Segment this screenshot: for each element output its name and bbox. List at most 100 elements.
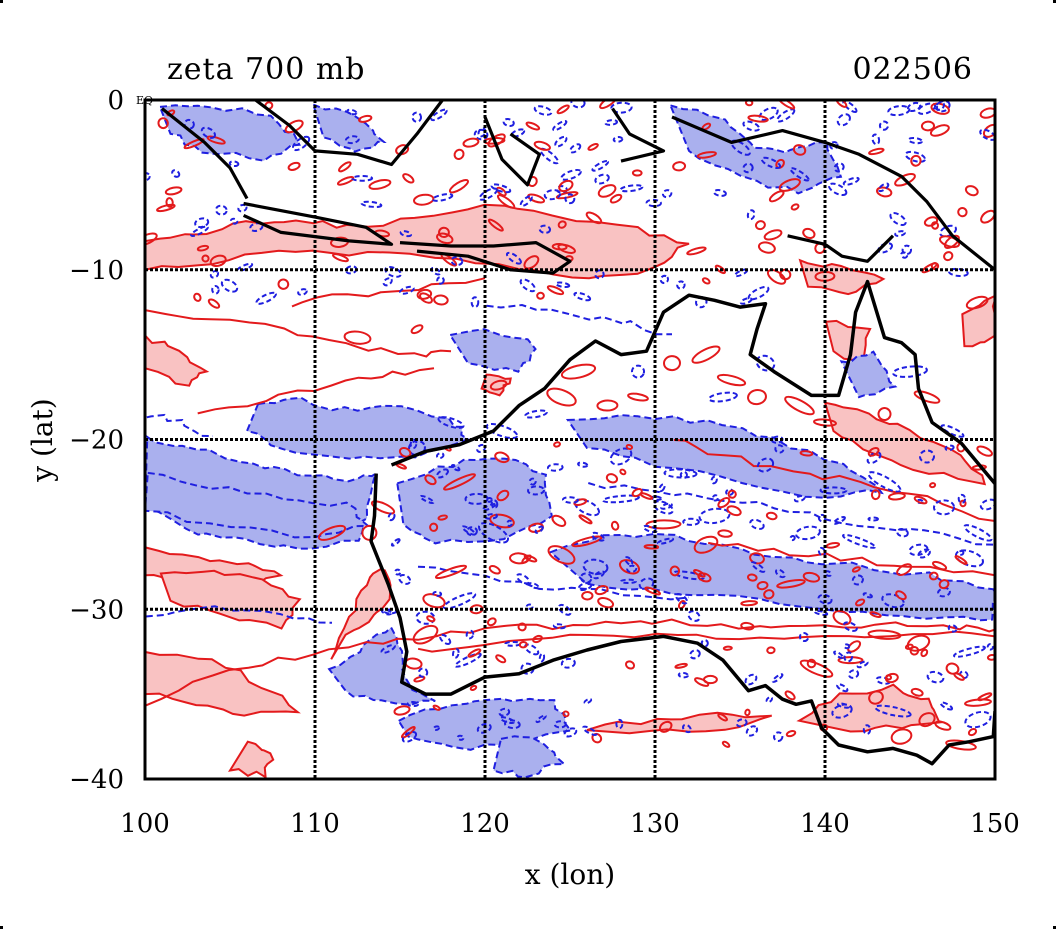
negative-contour-loop (758, 106, 779, 122)
positive-contour-loop (694, 677, 710, 687)
positive-contour-loop (934, 720, 952, 731)
positive-contour-loop (967, 728, 978, 737)
negative-contour-line (146, 413, 214, 438)
positive-contour-loop (619, 468, 627, 476)
positive-contour-loop (393, 705, 411, 716)
map-layers (145, 100, 995, 779)
positive-contour-loop (740, 600, 758, 607)
negative-contour-loop (919, 449, 935, 464)
negative-vorticity-region (396, 457, 553, 545)
positive-contour-loop (957, 206, 968, 218)
negative-contour-loop (877, 182, 890, 193)
negative-contour-loop (291, 135, 311, 152)
positive-contour-loop (517, 622, 527, 632)
negative-vorticity-region (548, 532, 995, 622)
positive-contour-loop (437, 514, 448, 521)
negative-contour-loop (524, 643, 540, 656)
coastline-south (369, 473, 995, 766)
negative-contour-loop (986, 643, 994, 651)
negative-contour-loop (478, 187, 498, 201)
negative-contour-loop (564, 193, 576, 205)
negative-contour-loop (553, 720, 567, 729)
negative-vorticity-region (448, 328, 537, 373)
negative-contour-loop (947, 624, 958, 633)
y-tick-label: −10 (69, 256, 124, 286)
negative-contour-loop (765, 696, 774, 704)
negative-contour-loop (594, 173, 610, 185)
negative-contour-loop (527, 485, 545, 496)
negative-contour-loop (661, 189, 673, 199)
negative-contour-loop (933, 499, 955, 516)
negative-contour-loop (793, 494, 806, 503)
negative-contour-loop (237, 203, 248, 213)
negative-contour-loop (871, 133, 881, 146)
positive-contour-loop (832, 610, 852, 626)
positive-contour-loop (573, 498, 588, 506)
positive-contour-loop (726, 505, 742, 517)
positive-contour-loop (876, 186, 893, 198)
positive-contour-loop (929, 482, 937, 489)
negative-contour-loop (528, 477, 537, 486)
y-tick-label: −30 (69, 595, 124, 625)
positive-contour-loop (932, 560, 948, 571)
negative-contour-loop (577, 461, 589, 468)
negative-contour-loop (183, 118, 195, 130)
negative-contour-loop (675, 592, 689, 605)
negative-contour-loop (498, 707, 511, 717)
corner-mark (0, 0, 3, 3)
x-tick-label: 100 (120, 809, 170, 839)
negative-contour-loop (249, 222, 264, 232)
positive-contour-loop (496, 194, 516, 209)
negative-contour-loop (901, 244, 913, 255)
positive-contour-loop (277, 278, 290, 290)
negative-contour-loop (560, 168, 582, 181)
positive-contour-loop (494, 451, 510, 464)
negative-contour-loop (619, 184, 644, 193)
positive-contour-loop (207, 298, 221, 309)
negative-contour-loop (904, 150, 927, 163)
positive-contour-loop (929, 124, 950, 137)
positive-contour-loop (954, 555, 968, 565)
negative-contour-loop (417, 667, 429, 678)
positive-contour-loop (358, 114, 373, 123)
positive-contour-loop (785, 730, 797, 738)
positive-contour-loop (930, 102, 950, 115)
negative-contour-loop (934, 101, 946, 111)
negative-contour-loop (477, 522, 510, 544)
negative-contour-loop (710, 475, 718, 485)
negative-contour-loop (563, 727, 578, 738)
negative-contour-loop (896, 528, 909, 538)
positive-contour-loop (639, 492, 654, 500)
negative-contour-loop (560, 657, 576, 669)
positive-contour-loop (943, 234, 960, 249)
negative-contour-loop (450, 464, 461, 472)
negative-contour-loop (409, 438, 418, 450)
negative-contour-loop (827, 182, 848, 197)
negative-contour-loop (819, 486, 848, 495)
positive-contour-loop (605, 473, 619, 484)
negative-contour-loop (519, 195, 533, 207)
positive-contour-loop (674, 662, 688, 669)
positive-contour-loop (765, 511, 778, 521)
negative-contour-loop (573, 291, 592, 302)
positive-contour-loop (716, 373, 747, 387)
negative-vorticity-region (158, 104, 301, 162)
negative-contour-loop (836, 702, 850, 709)
positive-contour-loop (693, 568, 706, 578)
negative-contour-loop (398, 574, 412, 585)
negative-contour-loop (431, 193, 454, 202)
negative-contour-loop (194, 217, 210, 229)
negative-contour-loop (583, 697, 593, 705)
negative-contour-loop (351, 175, 374, 182)
positive-contour-loop (555, 191, 579, 200)
positive-contour-loop (343, 330, 372, 345)
negative-contour-loop (436, 468, 449, 479)
positive-contour-loop (938, 579, 950, 590)
negative-contour-loop (653, 500, 674, 515)
positive-contour-loop (890, 728, 913, 745)
negative-contour-loop (546, 463, 564, 472)
negative-contour-loop (525, 603, 534, 610)
negative-contour-loop (538, 652, 546, 663)
negative-contour-loop (887, 105, 911, 117)
positive-contour-loop (744, 708, 751, 717)
